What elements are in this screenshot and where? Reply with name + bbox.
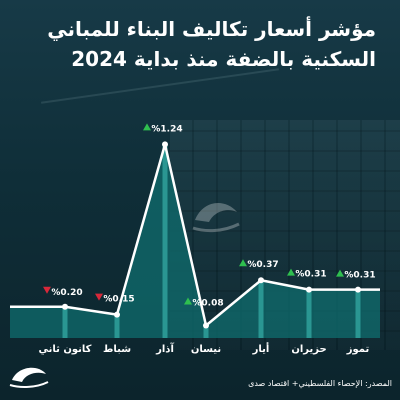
- x-tick-label: كانون ثاني: [39, 344, 92, 355]
- data-label: %0.20: [51, 288, 82, 298]
- up-arrow-icon: [143, 123, 151, 131]
- x-tick-label: شباط: [103, 344, 131, 355]
- data-label: %0.08: [192, 299, 223, 309]
- down-arrow-icon: [95, 293, 103, 301]
- x-tick-label: أيار: [252, 342, 270, 355]
- up-arrow-icon: [287, 268, 295, 276]
- x-tick-label: تموز: [346, 344, 370, 355]
- data-point: [258, 277, 264, 284]
- data-point: [306, 286, 312, 293]
- data-point: [162, 141, 168, 148]
- up-arrow-icon: [336, 269, 344, 277]
- data-label: %0.31: [344, 271, 375, 281]
- sada-economy-logo: [9, 367, 49, 388]
- data-point: [62, 303, 68, 310]
- source-note: المصدر: الإحصاء الفلسطيني+ اقتصاد صدى: [248, 379, 392, 388]
- area-fill: [10, 144, 380, 338]
- watermark-logo: [192, 202, 240, 233]
- data-point: [203, 322, 209, 329]
- title-line-2: السكنية بالضفة منذ بداية 2024: [71, 47, 376, 71]
- x-tick-label: آذار: [155, 342, 174, 355]
- chart-title: مؤشر أسعار تكاليف البناء للمباني السكنية…: [24, 14, 376, 74]
- data-label: %0.15: [103, 295, 134, 305]
- data-point: [114, 311, 120, 318]
- up-arrow-icon: [184, 297, 192, 305]
- data-label: %0.37: [247, 260, 278, 270]
- x-tick-label: نيسان: [191, 344, 221, 355]
- down-arrow-icon: [43, 286, 51, 294]
- title-line-1: مؤشر أسعار تكاليف البناء للمباني: [47, 17, 376, 41]
- data-point: [355, 286, 361, 293]
- data-label: %0.31: [295, 270, 326, 280]
- data-label: %1.24: [151, 124, 182, 134]
- up-arrow-icon: [239, 259, 247, 267]
- x-tick-label: حزيران: [291, 344, 326, 355]
